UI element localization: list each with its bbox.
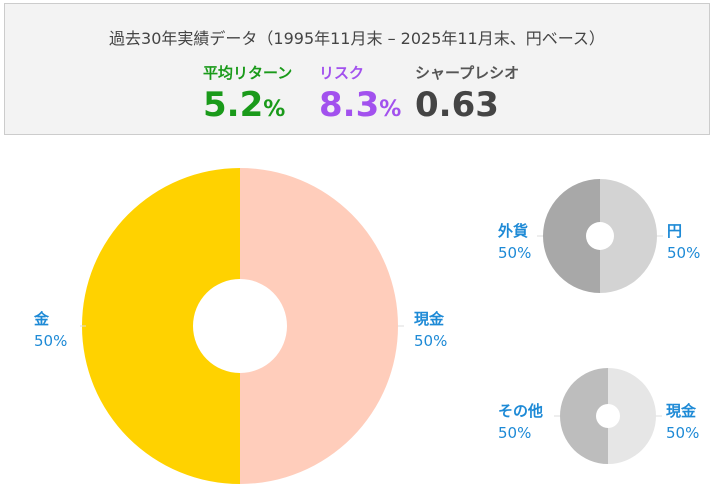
other-assets-donut: その他 50% 現金 50% [498,368,699,464]
average-return-number: 5.2 [203,85,264,125]
donut-slice [240,168,398,484]
average-return-unit: % [263,97,286,122]
average-return-value: 5.2% [203,85,292,130]
donut-slice [543,179,600,293]
risk-number: 8.3 [319,85,380,125]
donut-slice [608,368,656,464]
slice-label: 現金 [666,402,697,420]
risk-label: リスク [319,64,365,82]
sharpe-ratio-metric: シャープレシオ 0.63 [415,62,519,125]
sharpe-ratio-label: シャープレシオ [415,64,520,82]
slice-label: 現金 [414,310,445,328]
average-return-metric: 平均リターン 5.2% [203,62,292,130]
currency-donut: 外貨 50% 円 50% [497,179,700,293]
sharpe-ratio-value: 0.63 [415,85,499,125]
slice-percentage: 50% [666,424,699,442]
risk-metric: リスク 8.3% [319,62,401,130]
summary-title: 過去30年実績データ（1995年11月末 – 2025年11月末、円ベース） [109,29,605,48]
donut-slice [82,168,240,484]
slice-percentage: 50% [414,332,447,350]
performance-summary-panel: 過去30年実績データ（1995年11月末 – 2025年11月末、円ベース） 平… [4,3,710,135]
donut-slice [600,179,657,293]
slice-label: その他 [498,402,543,420]
risk-value: 8.3% [319,85,401,130]
slice-percentage: 50% [498,424,531,442]
risk-unit: % [379,97,402,122]
slice-percentage: 50% [498,244,531,262]
slice-label: 金 [33,310,50,328]
slice-label: 円 [667,222,682,240]
slice-percentage: 50% [34,332,67,350]
slice-percentage: 50% [667,244,700,262]
slice-label: 外貨 [497,222,528,240]
donut-slice [560,368,608,464]
average-return-label: 平均リターン [203,64,293,82]
main-allocation-donut: 金 50% 現金 50% [33,168,447,484]
